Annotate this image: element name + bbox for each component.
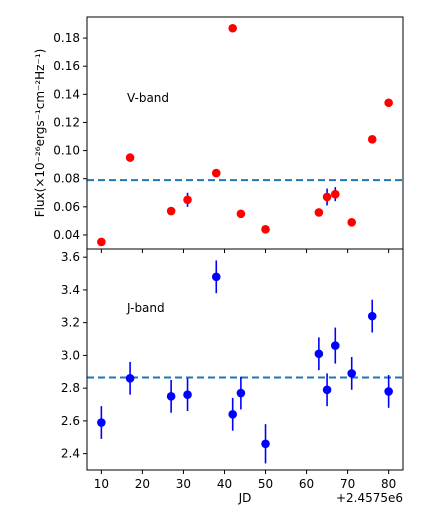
- v-band-point: [211, 168, 221, 178]
- v-band-ytick-label: 0.06: [53, 200, 80, 214]
- j-band-point: [211, 272, 221, 282]
- x-tick-label: 10: [94, 477, 109, 491]
- j-band-point: [166, 392, 176, 401]
- j-band-point: [125, 374, 135, 383]
- j-band-point: [314, 349, 324, 359]
- j-band-annotation: J-band: [126, 301, 165, 315]
- v-band-point: [97, 237, 106, 247]
- v-band-ytick-label: 0.12: [53, 115, 80, 129]
- j-band-ytick-label: 3.2: [61, 316, 80, 330]
- j-band-ytick-label: 2.6: [61, 414, 80, 428]
- j-band-point: [330, 341, 340, 350]
- x-tick-label: 30: [176, 477, 191, 491]
- j-band-point: [367, 311, 377, 321]
- j-band-point: [228, 410, 237, 419]
- j-band-point: [261, 439, 270, 449]
- x-tick-label: 60: [299, 477, 314, 491]
- v-band-ytick-label: 0.04: [53, 228, 80, 242]
- x-tick-label: 40: [217, 477, 232, 491]
- v-band-point: [330, 189, 340, 199]
- x-tick-label: 80: [381, 477, 396, 491]
- v-band-point: [384, 98, 393, 108]
- v-band-ytick-label: 0.16: [53, 59, 80, 73]
- j-band-ytick-label: 2.4: [61, 447, 80, 461]
- v-band-point: [367, 135, 377, 144]
- j-band-point: [97, 418, 106, 427]
- v-band-ytick-label: 0.18: [53, 31, 80, 45]
- j-band-point: [322, 385, 332, 395]
- x-axis-ticks: 10 20 30 40 50 60 70 80: [94, 249, 396, 491]
- v-band-ytick-label: 0.08: [53, 172, 80, 186]
- x-tick-label: 20: [135, 477, 150, 491]
- j-band-point: [384, 387, 393, 396]
- x-axis-offset-label: +2.4575e6: [336, 491, 403, 505]
- v-band-point: [322, 192, 332, 202]
- v-band-ytick-label: 0.14: [53, 87, 80, 101]
- v-band-point: [183, 195, 192, 205]
- v-band-point: [261, 225, 270, 234]
- v-band-point: [228, 23, 237, 33]
- x-tick-label: 70: [340, 477, 355, 491]
- x-tick-label: 50: [258, 477, 273, 491]
- j-band-point: [236, 388, 246, 398]
- v-band-point: [314, 208, 324, 217]
- j-band-point: [347, 369, 357, 378]
- j-band-frame: [86, 248, 404, 471]
- j-band-ytick-label: 3.4: [61, 283, 80, 297]
- v-band-point: [347, 217, 357, 227]
- j-band-panel: 2.4 2.6 2.8 3.0 3.2 3.4 3.6 J-band: [61, 248, 404, 471]
- v-band-annotation: V-band: [127, 91, 169, 105]
- y-axis-label: Flux(×10⁻²⁶ergs⁻¹cm⁻²Hz⁻¹): [33, 49, 47, 218]
- j-band-ytick-label: 3.6: [61, 250, 80, 264]
- v-band-point: [166, 206, 176, 216]
- x-axis-label: JD: [238, 491, 252, 505]
- v-band-ytick-label: 0.10: [53, 144, 80, 158]
- v-band-panel: 0.04 0.06 0.08 0.10 0.12 0.14 0.16 0.18 V-band: [53, 16, 404, 250]
- j-band-point: [183, 390, 192, 399]
- j-band-ytick-label: 2.8: [61, 381, 80, 395]
- v-band-point: [236, 209, 246, 219]
- v-band-point: [125, 153, 135, 162]
- j-band-ytick-label: 3.0: [61, 348, 80, 362]
